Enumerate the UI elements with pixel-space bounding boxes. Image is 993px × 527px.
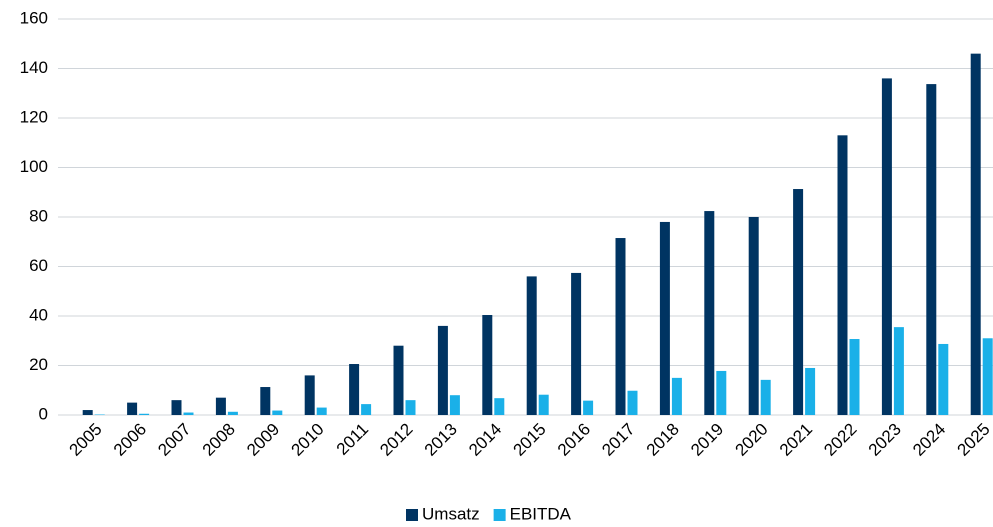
x-tick-label: 2011 xyxy=(333,420,372,459)
bar xyxy=(272,410,283,415)
x-tick-label: 2025 xyxy=(954,420,993,460)
bar xyxy=(893,327,904,415)
y-tick-label: 60 xyxy=(29,256,48,275)
bar xyxy=(970,53,981,416)
bar xyxy=(449,395,460,415)
x-tick-label: 2005 xyxy=(66,420,106,460)
y-tick-label: 160 xyxy=(20,8,48,27)
y-tick-label: 120 xyxy=(20,107,48,126)
bar xyxy=(494,398,505,415)
bar xyxy=(316,407,327,415)
bar xyxy=(538,394,549,415)
bar xyxy=(393,345,404,415)
bar xyxy=(881,78,892,416)
x-tick-label: 2017 xyxy=(598,420,638,460)
bar xyxy=(183,412,194,415)
bar xyxy=(526,276,537,415)
x-tick-label: 2024 xyxy=(909,420,949,460)
y-tick-label: 20 xyxy=(29,355,48,374)
x-tick-label: 2021 xyxy=(776,420,816,460)
bar xyxy=(760,379,771,415)
legend-label: Umsatz xyxy=(422,504,480,523)
x-tick-label: 2006 xyxy=(110,420,150,460)
bar xyxy=(139,413,150,415)
legend-swatch xyxy=(406,509,418,521)
bar xyxy=(615,238,626,415)
bar xyxy=(361,404,372,415)
x-tick-label: 2018 xyxy=(643,420,683,460)
bar xyxy=(926,84,937,415)
y-tick-label: 40 xyxy=(29,305,48,324)
x-tick-label: 2022 xyxy=(820,420,860,460)
bar xyxy=(260,387,271,415)
bar xyxy=(938,343,949,415)
bar xyxy=(837,135,848,415)
bar xyxy=(482,315,493,415)
x-tick-label: 2019 xyxy=(687,420,727,460)
legend-label: EBITDA xyxy=(510,504,572,523)
bar xyxy=(349,364,360,415)
bar xyxy=(583,400,594,415)
legend-swatch xyxy=(493,509,506,521)
x-tick-label: 2016 xyxy=(554,420,594,460)
x-tick-label: 2012 xyxy=(376,420,416,460)
bar xyxy=(716,370,727,415)
bar xyxy=(805,367,816,415)
bar xyxy=(82,410,93,415)
x-tick-label: 2014 xyxy=(465,420,505,460)
x-tick-label: 2020 xyxy=(732,420,772,460)
bar xyxy=(659,221,670,415)
x-tick-label: 2015 xyxy=(510,420,550,460)
y-tick-label: 0 xyxy=(39,404,48,423)
bar xyxy=(127,402,138,415)
x-tick-label: 2009 xyxy=(243,420,283,460)
bar xyxy=(304,375,315,415)
bar xyxy=(982,338,993,415)
x-tick-label: 2010 xyxy=(288,420,328,460)
x-tick-label: 2013 xyxy=(421,420,461,460)
x-tick-label: 2008 xyxy=(199,420,239,460)
bar xyxy=(227,411,238,415)
bar xyxy=(437,325,448,415)
bar xyxy=(748,217,759,415)
bar xyxy=(171,400,182,415)
bar xyxy=(704,211,715,415)
x-tick-label: 2007 xyxy=(154,420,194,460)
bar xyxy=(849,339,860,415)
bar xyxy=(215,397,226,415)
bar xyxy=(627,390,638,415)
bar xyxy=(571,272,582,415)
bar xyxy=(671,377,682,415)
y-tick-label: 100 xyxy=(20,157,48,176)
bar xyxy=(405,400,416,415)
y-tick-label: 140 xyxy=(20,58,48,77)
x-tick-label: 2023 xyxy=(865,420,905,460)
bar xyxy=(793,189,804,415)
y-tick-label: 80 xyxy=(29,206,48,225)
